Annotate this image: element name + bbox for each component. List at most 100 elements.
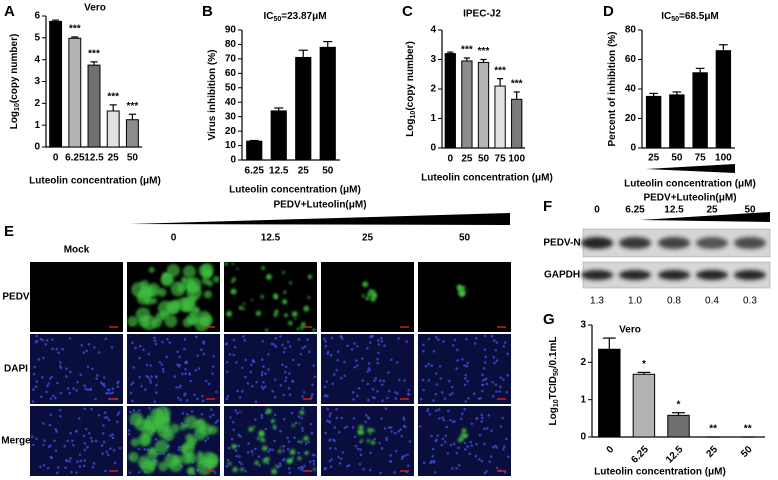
y-tick-label: 6 (34, 11, 40, 22)
chart-title-part: =23.87μM (281, 11, 326, 22)
nucleus (424, 364, 428, 368)
band-ratio: 1.3 (590, 296, 604, 307)
nucleus (34, 340, 38, 344)
infected-cell (371, 428, 375, 432)
infected-cell (257, 436, 261, 441)
blot-band (658, 237, 690, 249)
nucleus (32, 388, 35, 391)
y-tick-label: 50 (225, 82, 237, 93)
infected-cell (291, 423, 295, 427)
nucleus (440, 443, 444, 447)
infected-cell (296, 327, 300, 331)
nucleus (385, 436, 389, 440)
nucleus (466, 379, 469, 383)
nucleus (252, 360, 255, 364)
micrograph (127, 334, 220, 404)
nucleus (379, 471, 382, 475)
infected-cell (239, 410, 242, 413)
blot-band (658, 270, 690, 280)
infected-cell (227, 461, 232, 466)
chart-title: IPEC-J2 (463, 9, 501, 20)
nucleus (240, 366, 244, 370)
nucleus (181, 372, 184, 376)
nucleus (65, 375, 68, 378)
nucleus (127, 429, 131, 432)
infected-cell (150, 458, 159, 467)
error-bar (274, 107, 284, 111)
nucleus (83, 407, 87, 411)
nucleus (484, 355, 488, 359)
significance-label: *** (88, 48, 100, 59)
nucleus (297, 363, 301, 366)
infected-cell (303, 305, 310, 312)
nucleus (153, 336, 156, 340)
nucleus (288, 345, 292, 348)
bar (319, 46, 336, 161)
micrograph-background (224, 262, 317, 332)
nucleus (202, 352, 206, 356)
bar (295, 56, 312, 161)
nucleus (358, 462, 362, 466)
nucleus (185, 361, 189, 364)
band-ratio: 1.0 (628, 296, 642, 307)
x-tick-label: 12.5 (269, 166, 289, 177)
blot-band (696, 237, 728, 249)
infected-cell (362, 281, 369, 288)
nucleus (503, 445, 506, 448)
nucleus (254, 400, 258, 404)
infected-cell (203, 290, 213, 299)
bar (246, 140, 263, 161)
y-tick-label: 2 (34, 98, 40, 109)
nucleus (287, 467, 291, 470)
nucleus (380, 340, 384, 343)
x-axis-label: Luteolin concentration (μM) (421, 173, 553, 184)
nucleus (339, 457, 343, 460)
chart-title: IC50=68.5μM (661, 11, 719, 24)
nucleus (340, 376, 343, 380)
nucleus (226, 458, 230, 462)
nucleus (426, 409, 429, 413)
nucleus (261, 358, 264, 361)
nucleus (138, 408, 141, 412)
infected-cell (148, 266, 155, 273)
nucleus (362, 467, 365, 471)
nucleus (463, 441, 467, 445)
infected-cell (253, 425, 256, 429)
nucleus (143, 448, 147, 451)
error-bar (497, 78, 504, 87)
nucleus (368, 341, 372, 344)
nucleus (341, 451, 345, 454)
error-bar (447, 51, 454, 54)
nucleus (49, 413, 53, 417)
nucleus (107, 453, 110, 457)
blot-band (734, 270, 766, 280)
nucleus (502, 345, 506, 348)
nucleus (310, 393, 314, 396)
nucleus (59, 414, 62, 418)
panel-letter: A (4, 3, 15, 20)
chart-title: IC50=23.87μM (263, 11, 326, 24)
nucleus (35, 334, 38, 338)
infected-cell (299, 410, 305, 415)
nucleus (441, 437, 445, 440)
nucleus (230, 437, 234, 441)
lane-label: 50 (744, 205, 756, 216)
infected-cell (147, 448, 159, 460)
nucleus (301, 406, 305, 410)
nucleus (451, 343, 455, 347)
infected-cell (157, 287, 167, 297)
nucleus (407, 388, 411, 392)
nucleus (436, 338, 440, 341)
nucleus (55, 347, 58, 351)
nucleus (131, 341, 134, 345)
nucleus (111, 436, 115, 440)
nucleus (502, 447, 505, 451)
nucleus (301, 395, 304, 398)
error-bar (672, 91, 682, 95)
nucleus (89, 436, 93, 440)
significance-label: * (642, 359, 646, 370)
nucleus (378, 441, 382, 445)
nucleus (464, 400, 467, 403)
y-tick-label: 0 (580, 432, 586, 443)
